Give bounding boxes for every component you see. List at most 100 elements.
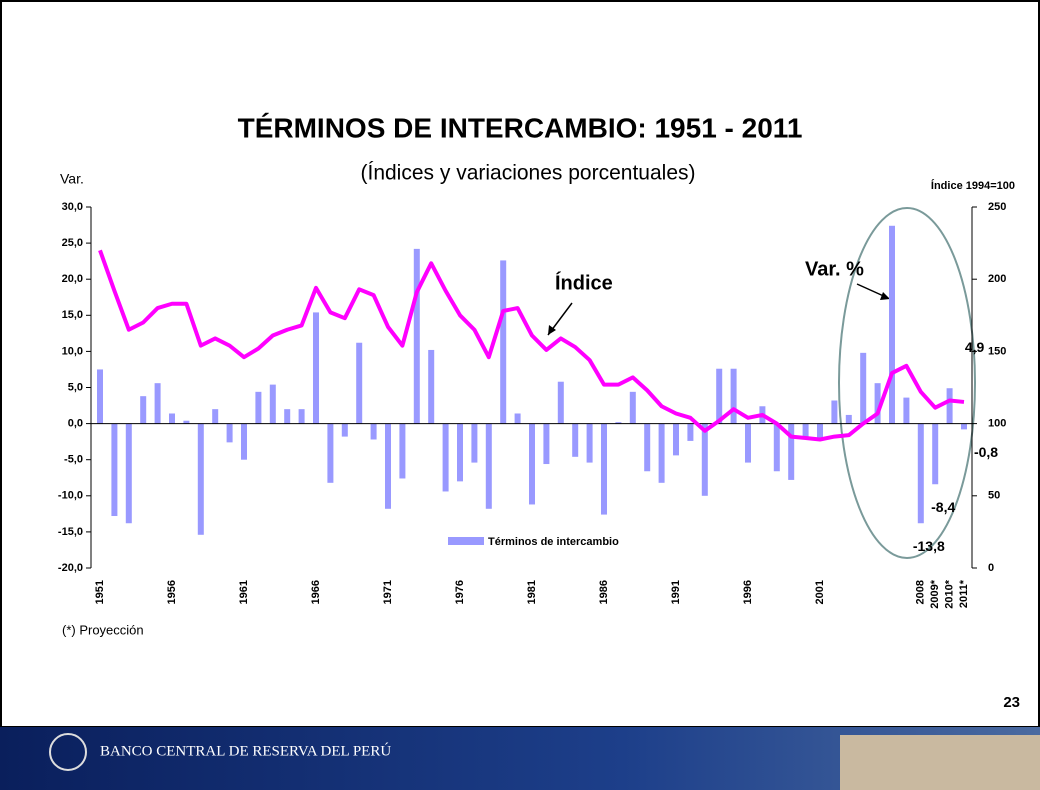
bar <box>284 409 291 424</box>
bar <box>413 248 420 424</box>
y-tick-label: -15,0 <box>58 526 83 538</box>
x-tick-label: 2010* <box>944 579 956 608</box>
bar <box>788 423 795 480</box>
bar <box>485 423 492 509</box>
arrow-head <box>880 292 890 300</box>
legend-swatch <box>448 537 484 545</box>
index-line <box>98 249 965 442</box>
y2-tick-label: 50 <box>988 490 1000 502</box>
bar-annotation: Var. % <box>805 258 864 280</box>
bar <box>629 391 636 424</box>
chart-title: TÉRMINOS DE INTERCAMBIO: 1951 - 2011 <box>238 112 803 143</box>
data-label: -13,8 <box>913 538 945 554</box>
y-tick-label: -5,0 <box>64 454 83 466</box>
y2-tick-label: 250 <box>988 201 1006 213</box>
x-tick-label: 1951 <box>94 580 106 604</box>
y2-axis-label: Índice 1994=100 <box>931 179 1015 192</box>
bar <box>327 423 334 483</box>
bar <box>615 422 622 424</box>
bar <box>874 383 881 424</box>
bar <box>831 400 838 424</box>
page-number: 23 <box>1003 694 1020 711</box>
bar <box>212 409 219 424</box>
bar <box>457 423 463 482</box>
data-label: 4,9 <box>965 339 985 355</box>
x-tick-label: 2001 <box>814 580 826 604</box>
x-tick-label: 1976 <box>454 580 466 604</box>
x-tick-label: 2011* <box>958 579 970 608</box>
data-label: -8,4 <box>931 499 955 515</box>
x-tick-label: 2008 <box>915 580 927 604</box>
bar <box>673 423 679 456</box>
line-annotation: Índice <box>555 271 613 294</box>
x-tick-label: 1986 <box>598 580 610 604</box>
slide-frame <box>0 0 1040 728</box>
x-tick-label: 1966 <box>310 580 322 604</box>
bar <box>557 381 564 424</box>
bar <box>716 368 723 424</box>
y-tick-label: -20,0 <box>58 562 83 574</box>
bar <box>529 423 535 505</box>
y2-tick-label: 200 <box>988 273 1006 285</box>
logo <box>49 733 87 771</box>
bar <box>399 423 406 479</box>
bar <box>428 349 435 424</box>
y-axis-label: Var. <box>60 171 84 187</box>
bar <box>140 396 147 424</box>
x-tick-label: 1991 <box>670 580 682 604</box>
bar <box>255 391 262 424</box>
y-tick-label: 10,0 <box>62 345 83 357</box>
bar <box>500 260 507 424</box>
x-tick-label: 1961 <box>238 580 250 604</box>
bar <box>601 423 607 515</box>
bar <box>241 423 247 460</box>
bar <box>644 423 651 472</box>
bar <box>154 383 161 424</box>
bar <box>356 342 363 424</box>
bar <box>226 423 233 443</box>
bar <box>125 423 132 524</box>
bar <box>817 423 823 440</box>
bar <box>917 423 924 524</box>
y2-tick-label: 150 <box>988 345 1006 357</box>
bar <box>313 312 319 424</box>
x-tick-label: 1981 <box>526 580 538 604</box>
bar <box>932 423 939 485</box>
bar <box>111 423 118 517</box>
bar <box>572 423 579 457</box>
bar <box>802 423 809 437</box>
x-tick-label: 1956 <box>166 580 178 604</box>
y-tick-label: 5,0 <box>68 381 83 393</box>
y-tick-label: 20,0 <box>62 273 83 285</box>
bar <box>946 388 953 424</box>
bar <box>385 423 391 509</box>
y-tick-label: 25,0 <box>62 237 83 249</box>
x-tick-label: 1996 <box>742 580 754 604</box>
bar <box>197 423 204 535</box>
bar <box>745 423 751 463</box>
bar <box>298 409 305 424</box>
bar <box>845 414 852 424</box>
y-tick-label: -10,0 <box>58 490 83 502</box>
footer-photo <box>840 735 1040 790</box>
bar <box>269 384 276 424</box>
bar <box>773 423 780 472</box>
x-tick-label: 1971 <box>382 580 394 604</box>
bar <box>860 352 867 424</box>
bar <box>687 423 694 441</box>
arrow-head <box>548 325 556 335</box>
y2-tick-label: 0 <box>988 562 994 574</box>
bar <box>471 423 478 463</box>
data-label: -0,8 <box>974 444 998 460</box>
note: (*) Proyección <box>62 622 144 637</box>
bar <box>586 423 593 463</box>
bar <box>514 413 521 424</box>
y-tick-label: 0,0 <box>68 418 83 430</box>
bar <box>961 423 967 430</box>
legend-label: Términos de intercambio <box>488 536 619 548</box>
chart-subtitle: (Índices y variaciones porcentuales) <box>361 162 696 185</box>
bar <box>730 368 737 424</box>
bar <box>903 397 910 424</box>
footer-text: BANCO CENTRAL DE RESERVA DEL PERÚ <box>100 742 391 759</box>
